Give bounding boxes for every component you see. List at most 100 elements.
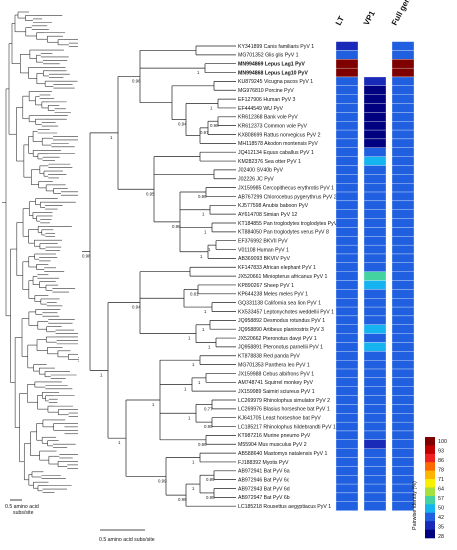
heatmap-cell bbox=[363, 501, 387, 511]
heatmap-cell bbox=[363, 475, 387, 485]
taxon-label: AB972946 Bat PyV 6c bbox=[238, 477, 290, 483]
heatmap-cell bbox=[391, 76, 415, 86]
heatmap-cell bbox=[335, 413, 359, 423]
heatmap-cell bbox=[363, 324, 387, 334]
heatmap-cell bbox=[391, 377, 415, 387]
support-value: 1 bbox=[110, 135, 113, 140]
legend-tick: 93 bbox=[438, 448, 444, 454]
taxon-label: KM282376 Sea otter PyV 1 bbox=[238, 159, 301, 165]
legend-swatch bbox=[425, 529, 435, 539]
heatmap-cell bbox=[363, 59, 387, 69]
heatmap-cell bbox=[335, 121, 359, 131]
heatmap-cell bbox=[363, 209, 387, 219]
taxon-label: KJ641705 Least horseshoe bat PyV bbox=[238, 416, 321, 422]
taxon-label: MG701353 Panthera leo PyV 1 bbox=[238, 362, 310, 368]
taxon-label: KX808699 Rattus norvegicus PyV 2 bbox=[238, 132, 321, 138]
heatmap-cell bbox=[335, 218, 359, 228]
heatmap-cell bbox=[363, 289, 387, 299]
heatmap-cell bbox=[391, 306, 415, 317]
heatmap-cell bbox=[335, 439, 359, 449]
heatmap-cell bbox=[391, 421, 415, 432]
taxon-label: EF444549 WU PyV bbox=[238, 106, 284, 112]
taxon-label: JX159988 Cebus albifrons PyV 1 bbox=[238, 371, 314, 377]
heatmap-cell bbox=[335, 236, 359, 246]
support-values: 110.980.970.940.960.9911110.980.9510.811… bbox=[82, 70, 219, 502]
heatmap-cell bbox=[335, 448, 359, 458]
heatmap-cell bbox=[335, 360, 359, 370]
heatmap-cell bbox=[363, 121, 387, 131]
taxon-label: LC185218 Rousettus aegyptiacus PyV 1 bbox=[238, 504, 331, 510]
heatmap-cell bbox=[363, 138, 387, 148]
heatmap-cell bbox=[363, 483, 387, 494]
heatmap-cell bbox=[391, 457, 415, 467]
support-value: 0.99 bbox=[198, 442, 207, 447]
heatmap-cell bbox=[363, 360, 387, 370]
legend-swatch bbox=[425, 521, 435, 530]
heatmap-cell bbox=[363, 244, 387, 255]
heatmap-cell bbox=[391, 475, 415, 485]
heatmap-cell bbox=[335, 112, 359, 122]
heatmap-cell bbox=[391, 351, 415, 361]
taxon-label: KT884050 Pan troglodytes verus PyV 8 bbox=[238, 230, 329, 236]
taxon-label: JQ958892 Desmodus rotundus PyV 1 bbox=[238, 318, 325, 324]
support-value: 0.94 bbox=[132, 305, 141, 310]
support-value: 0.77 bbox=[204, 406, 213, 411]
legend-tick: 64 bbox=[438, 486, 444, 492]
heatmap-cell bbox=[363, 41, 387, 51]
taxon-label: GQ331138 California sea lion PyV 1 bbox=[238, 300, 321, 306]
support-value: 1 bbox=[188, 415, 191, 420]
support-value: 1 bbox=[204, 309, 207, 314]
legend-title: Pairwise identity (%) bbox=[412, 481, 418, 530]
heatmap-cell bbox=[363, 439, 387, 449]
heatmap-cell bbox=[335, 94, 359, 104]
heatmap-cell bbox=[363, 191, 387, 202]
support-value: 0.99 bbox=[158, 478, 167, 483]
heatmap-cell bbox=[363, 85, 387, 95]
heatmap-cell bbox=[363, 466, 387, 476]
heatmap-cell bbox=[335, 386, 359, 396]
heatmap-cell bbox=[335, 165, 359, 175]
main-scale-bar: 0.5 amino acid subs/site bbox=[99, 529, 155, 543]
heatmap-cell bbox=[391, 430, 415, 440]
heatmap-cell bbox=[335, 475, 359, 485]
taxon-label: JQ958890 Artibeus planirostris PyV 3 bbox=[238, 327, 324, 333]
heatmap-cell bbox=[363, 368, 387, 379]
heatmap-cell bbox=[391, 121, 415, 131]
legend-tick: 57 bbox=[438, 496, 444, 502]
heatmap-cell bbox=[363, 421, 387, 432]
heatmap-cell bbox=[335, 209, 359, 219]
legend-swatch bbox=[425, 437, 435, 446]
heatmap-cell bbox=[335, 368, 359, 379]
heatmap-cell bbox=[335, 191, 359, 202]
heatmap-cell bbox=[363, 448, 387, 458]
taxon-label: KP890267 Sheep PyV 1 bbox=[238, 283, 294, 289]
heatmap-cell bbox=[391, 200, 415, 210]
heatmap-cell bbox=[335, 253, 359, 263]
heatmap-cell bbox=[363, 227, 387, 237]
legend-swatch bbox=[425, 462, 435, 471]
heatmap-cell bbox=[391, 483, 415, 494]
heatmap-cell bbox=[391, 129, 415, 140]
heatmap-cell bbox=[335, 227, 359, 237]
heatmap-cell bbox=[335, 466, 359, 476]
legend-swatch bbox=[425, 479, 435, 488]
heatmap-cell bbox=[335, 85, 359, 95]
taxon-label: KR612368 Bank vole PyV bbox=[238, 115, 298, 121]
heatmap-cell bbox=[335, 306, 359, 317]
support-value: 1 bbox=[210, 106, 213, 111]
heatmap-cell bbox=[391, 333, 415, 343]
heatmap-cell bbox=[335, 200, 359, 210]
taxon-label: AB972943 Bat PyV 6d bbox=[238, 486, 290, 492]
legend-color-ramp bbox=[425, 437, 435, 539]
support-value: 1 bbox=[202, 212, 205, 217]
heatmap-cell bbox=[335, 183, 359, 193]
support-value: 0.96 bbox=[132, 79, 141, 84]
heatmap-cell bbox=[363, 404, 387, 414]
heatmap-cell bbox=[335, 351, 359, 361]
heatmap-cell bbox=[335, 421, 359, 432]
heatmap-cell bbox=[391, 227, 415, 237]
heatmap-cell bbox=[335, 262, 359, 272]
taxon-label: KJ577598 Anubis baboon PyV bbox=[238, 203, 309, 209]
overview-tree bbox=[2, 11, 79, 493]
heatmap-cell bbox=[363, 413, 387, 423]
